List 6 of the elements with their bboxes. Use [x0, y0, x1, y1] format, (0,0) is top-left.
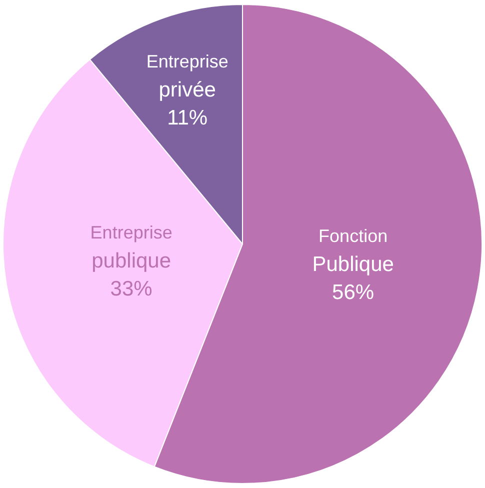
data-label: 33%: [110, 277, 152, 300]
slice-label: Entreprise privée: [146, 52, 228, 102]
slice-label: Fonction Publique: [312, 226, 394, 276]
data-label: 56%: [332, 280, 374, 304]
slice-label: Entreprise publique: [90, 222, 172, 272]
data-label: 11%: [167, 106, 208, 130]
